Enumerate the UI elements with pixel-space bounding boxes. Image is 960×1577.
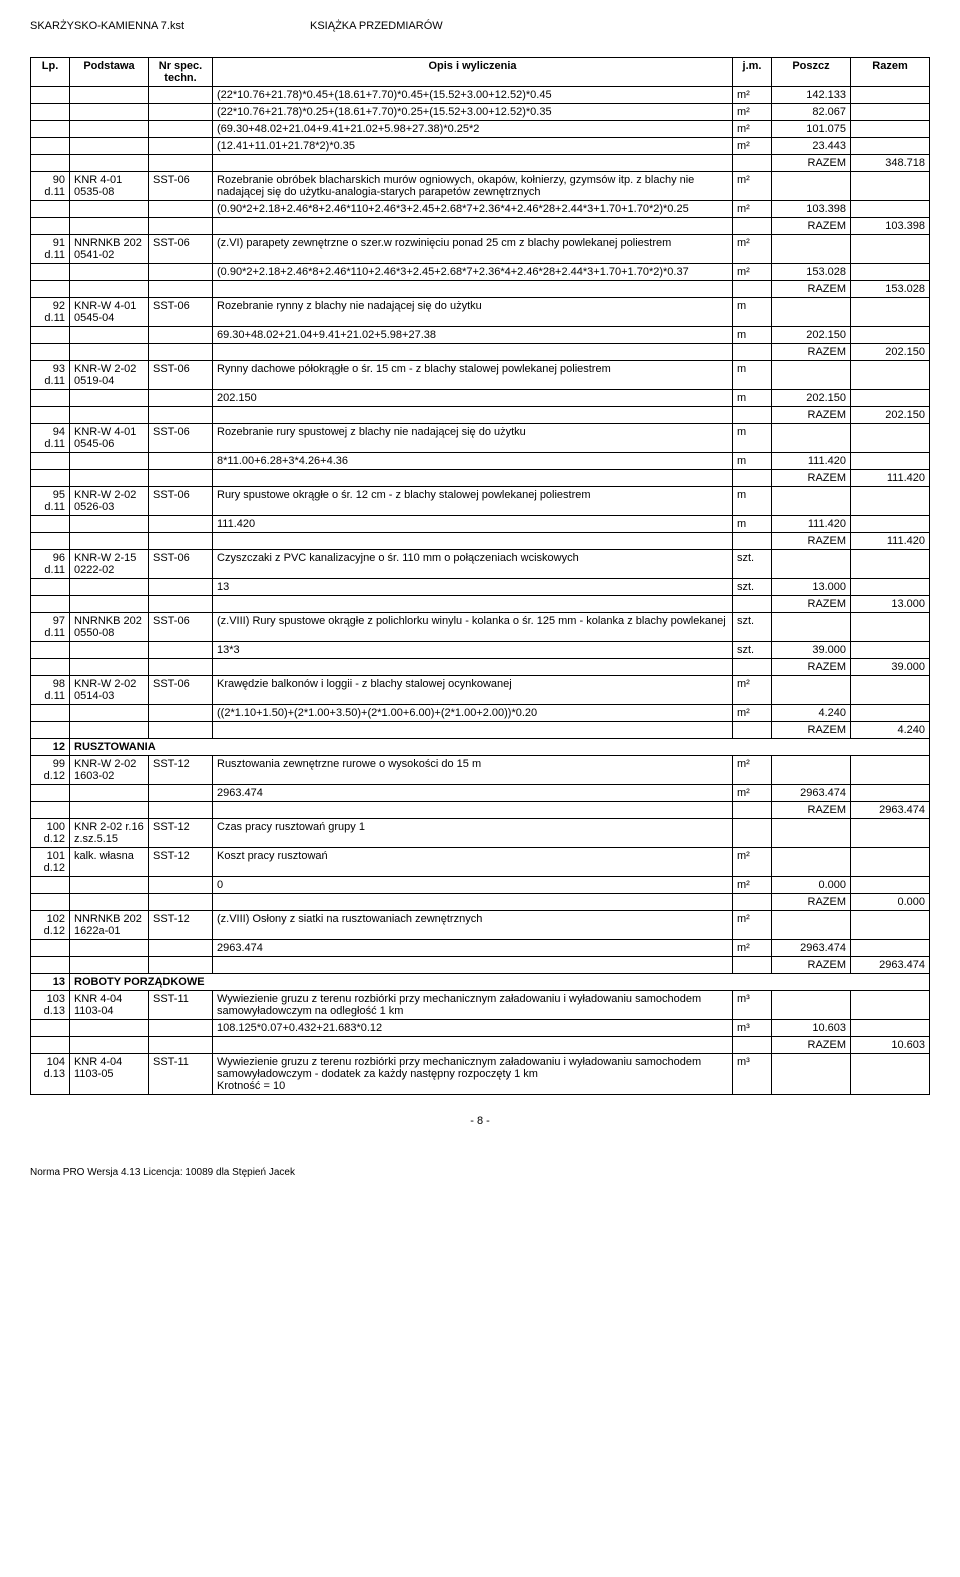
razem-row: RAZEM0.000 [31,894,930,911]
razem-row: RAZEM39.000 [31,659,930,676]
calc-row: 108.125*0.07+0.432+21.683*0.12m³10.603 [31,1020,930,1037]
col-poszcz: Poszcz [772,58,851,87]
page-header: SKARŻYSKO-KAMIENNA 7.kst KSIĄŻKA PRZEDMI… [30,20,930,32]
razem-row: RAZEM10.603 [31,1037,930,1054]
calc-row: ((2*1.10+1.50)+(2*1.00+3.50)+(2*1.00+6.0… [31,705,930,722]
header-center: KSIĄŻKA PRZEDMIARÓW [310,20,443,32]
item-row: 98d.11KNR-W 2-02 0514-03SST-06Krawędzie … [31,676,930,705]
col-desc: Opis i wyliczenia [213,58,733,87]
calc-row: 13*3szt.39.000 [31,642,930,659]
item-row: 91d.11NNRNKB 202 0541-02SST-06(z.VI) par… [31,235,930,264]
calc-row: 8*11.00+6.28+3*4.26+4.36m111.420 [31,453,930,470]
calc-row: (0.90*2+2.18+2.46*8+2.46*110+2.46*3+2.45… [31,201,930,218]
col-lp: Lp. [31,58,70,87]
item-row: 100d.12KNR 2-02 r.16 z.sz.5.15SST-12Czas… [31,819,930,848]
calc-row: 69.30+48.02+21.04+9.41+21.02+5.98+27.38m… [31,327,930,344]
calc-row: 111.420m111.420 [31,516,930,533]
item-row: 95d.11KNR-W 2-02 0526-03SST-06Rury spust… [31,487,930,516]
calc-row: (22*10.76+21.78)*0.25+(18.61+7.70)*0.25+… [31,104,930,121]
item-row: 99d.12KNR-W 2-02 1603-02SST-12Rusztowani… [31,756,930,785]
item-row: 101d.12kalk. własnaSST-12Koszt pracy rus… [31,848,930,877]
item-row: 92d.11KNR-W 4-01 0545-04SST-06Rozebranie… [31,298,930,327]
item-row: 103d.13KNR 4-04 1103-04SST-11Wywiezienie… [31,991,930,1020]
item-row: 96d.11KNR-W 2-15 0222-02SST-06Czyszczaki… [31,550,930,579]
col-spec: Nr spec. techn. [149,58,213,87]
razem-row: RAZEM13.000 [31,596,930,613]
calc-row: (22*10.76+21.78)*0.45+(18.61+7.70)*0.45+… [31,87,930,104]
razem-row: RAZEM348.718 [31,155,930,172]
razem-row: RAZEM153.028 [31,281,930,298]
col-unit: j.m. [733,58,772,87]
col-basis: Podstawa [70,58,149,87]
page-number: - 8 - [30,1115,930,1127]
item-row: 90d.11KNR 4-01 0535-08SST-06Rozebranie o… [31,172,930,201]
razem-row: RAZEM111.420 [31,533,930,550]
item-row: 102d.12NNRNKB 202 1622a-01SST-12(z.VIII)… [31,911,930,940]
razem-row: RAZEM103.398 [31,218,930,235]
calc-row: 2963.474m²2963.474 [31,785,930,802]
calc-row: 13szt.13.000 [31,579,930,596]
calc-row: 202.150m202.150 [31,390,930,407]
section-row: 12RUSZTOWANIA [31,739,930,756]
item-row: 94d.11KNR-W 4-01 0545-06SST-06Rozebranie… [31,424,930,453]
section-row: 13ROBOTY PORZĄDKOWE [31,974,930,991]
calc-row: 0m²0.000 [31,877,930,894]
razem-row: RAZEM202.150 [31,407,930,424]
col-razem: Razem [851,58,930,87]
header-left: SKARŻYSKO-KAMIENNA 7.kst [30,20,310,32]
main-table: Lp. Podstawa Nr spec. techn. Opis i wyli… [30,57,930,1095]
calc-row: (69.30+48.02+21.04+9.41+21.02+5.98+27.38… [31,121,930,138]
item-row: 104d.13KNR 4-04 1103-05SST-11Wywiezienie… [31,1054,930,1095]
razem-row: RAZEM4.240 [31,722,930,739]
item-row: 97d.11NNRNKB 202 0550-08SST-06(z.VIII) R… [31,613,930,642]
calc-row: (12.41+11.01+21.78*2)*0.35m²23.443 [31,138,930,155]
item-row: 93d.11KNR-W 2-02 0519-04SST-06Rynny dach… [31,361,930,390]
razem-row: RAZEM2963.474 [31,802,930,819]
razem-row: RAZEM202.150 [31,344,930,361]
calc-row: (0.90*2+2.18+2.46*8+2.46*110+2.46*3+2.45… [31,264,930,281]
footer-text: Norma PRO Wersja 4.13 Licencja: 10089 dl… [30,1167,930,1178]
razem-row: RAZEM111.420 [31,470,930,487]
razem-row: RAZEM2963.474 [31,957,930,974]
calc-row: 2963.474m²2963.474 [31,940,930,957]
